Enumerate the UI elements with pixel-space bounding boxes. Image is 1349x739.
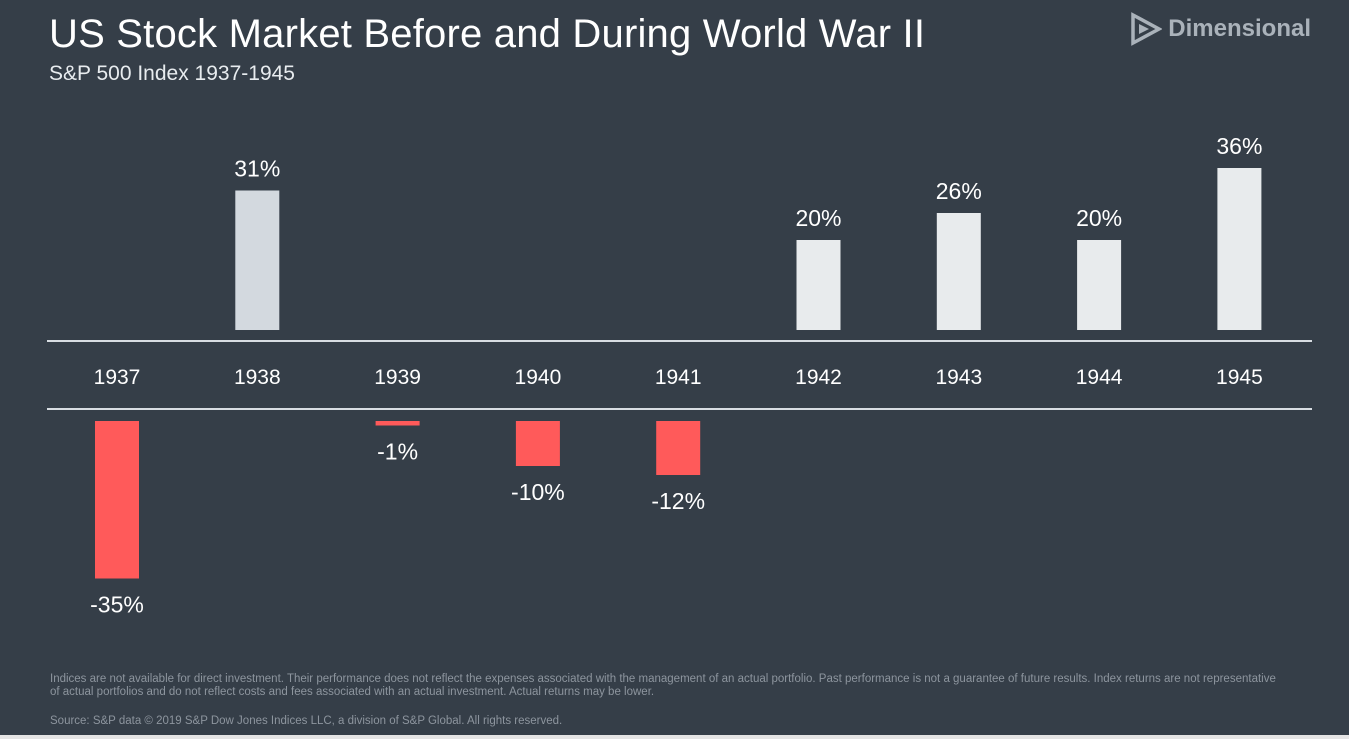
bar-1941 bbox=[656, 421, 701, 475]
bar-1939 bbox=[375, 421, 420, 426]
data-label-1941: -12% bbox=[651, 488, 705, 514]
data-label-1942: 20% bbox=[795, 205, 841, 231]
year-label-1939: 1939 bbox=[374, 366, 421, 389]
chart-subtitle: S&P 500 Index 1937-1945 bbox=[49, 62, 295, 85]
bar-1943 bbox=[936, 213, 981, 330]
brand-logo: Dimensional bbox=[1130, 12, 1311, 46]
bottom-border bbox=[0, 735, 1349, 739]
dimensional-logo-icon bbox=[1131, 12, 1163, 46]
year-label-1938: 1938 bbox=[234, 366, 281, 389]
data-label-1940: -10% bbox=[511, 479, 565, 505]
data-label-1938: 31% bbox=[234, 156, 280, 182]
source-note: Source: S&P data © 2019 S&P Dow Jones In… bbox=[50, 715, 563, 727]
bar-1938 bbox=[235, 190, 280, 330]
bar-1944 bbox=[1077, 240, 1122, 330]
bar-1945 bbox=[1217, 168, 1262, 330]
year-label-1944: 1944 bbox=[1076, 366, 1123, 389]
year-label-1937: 1937 bbox=[94, 366, 141, 389]
year-label-1943: 1943 bbox=[935, 366, 982, 389]
data-label-1937: -35% bbox=[90, 592, 144, 618]
data-label-1939: -1% bbox=[377, 439, 418, 465]
bar-1940 bbox=[515, 421, 560, 466]
data-label-1943: 26% bbox=[936, 178, 982, 204]
year-label-1941: 1941 bbox=[655, 366, 702, 389]
bar-1942 bbox=[796, 240, 841, 330]
year-label-1942: 1942 bbox=[795, 366, 842, 389]
year-label-1940: 1940 bbox=[515, 366, 562, 389]
data-label-1944: 20% bbox=[1076, 205, 1122, 231]
data-label-1945: 36% bbox=[1216, 133, 1262, 159]
disclaimer-text: Indices are not available for direct inv… bbox=[50, 673, 1276, 698]
bar-1937 bbox=[95, 421, 139, 579]
bar-chart: -35% 1937 31% 1938 -1% 1939 -10% 1940 -12% 1941 20… bbox=[47, 133, 1312, 618]
brand-name: Dimensional bbox=[1168, 15, 1311, 42]
chart-title: US Stock Market Before and During World … bbox=[49, 12, 926, 56]
year-label-1945: 1945 bbox=[1216, 366, 1263, 389]
